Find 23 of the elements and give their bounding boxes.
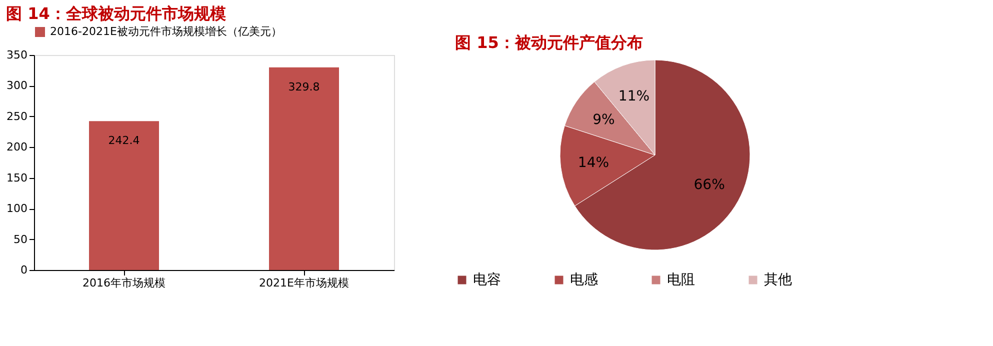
legend-label: 电容: [473, 272, 501, 288]
legend-label: 其他: [764, 272, 792, 288]
data-label: 9%: [592, 112, 615, 128]
y-tick-label: 0: [20, 264, 28, 276]
data-label: 14%: [578, 154, 610, 171]
legend-label: 电感: [570, 272, 598, 288]
legend-label: 2016-2021E被动元件市场规模增长（亿美元）: [50, 25, 282, 38]
y-tick-label: 300: [6, 79, 28, 92]
chart-title: 图 15：被动元件产值分布: [455, 33, 643, 52]
x-tick-label: 2021E年市场规模: [259, 276, 349, 290]
y-tick-label: 200: [6, 140, 28, 154]
data-label: 66%: [694, 176, 725, 193]
y-tick-label: 150: [6, 171, 28, 184]
y-tick-label: 250: [6, 110, 28, 123]
data-label: 11%: [618, 88, 650, 105]
y-tick-label: 350: [6, 48, 28, 62]
data-label: 329.8: [288, 80, 320, 94]
chart-title: 图 14：全球被动元件市场规模: [6, 4, 226, 23]
x-tick-label: 2016年市场规模: [82, 276, 166, 290]
data-label: 242.4: [108, 134, 140, 148]
y-tick-label: 100: [6, 202, 28, 216]
y-tick-label: 50: [14, 232, 28, 246]
legend-label: 电阻: [667, 272, 695, 288]
